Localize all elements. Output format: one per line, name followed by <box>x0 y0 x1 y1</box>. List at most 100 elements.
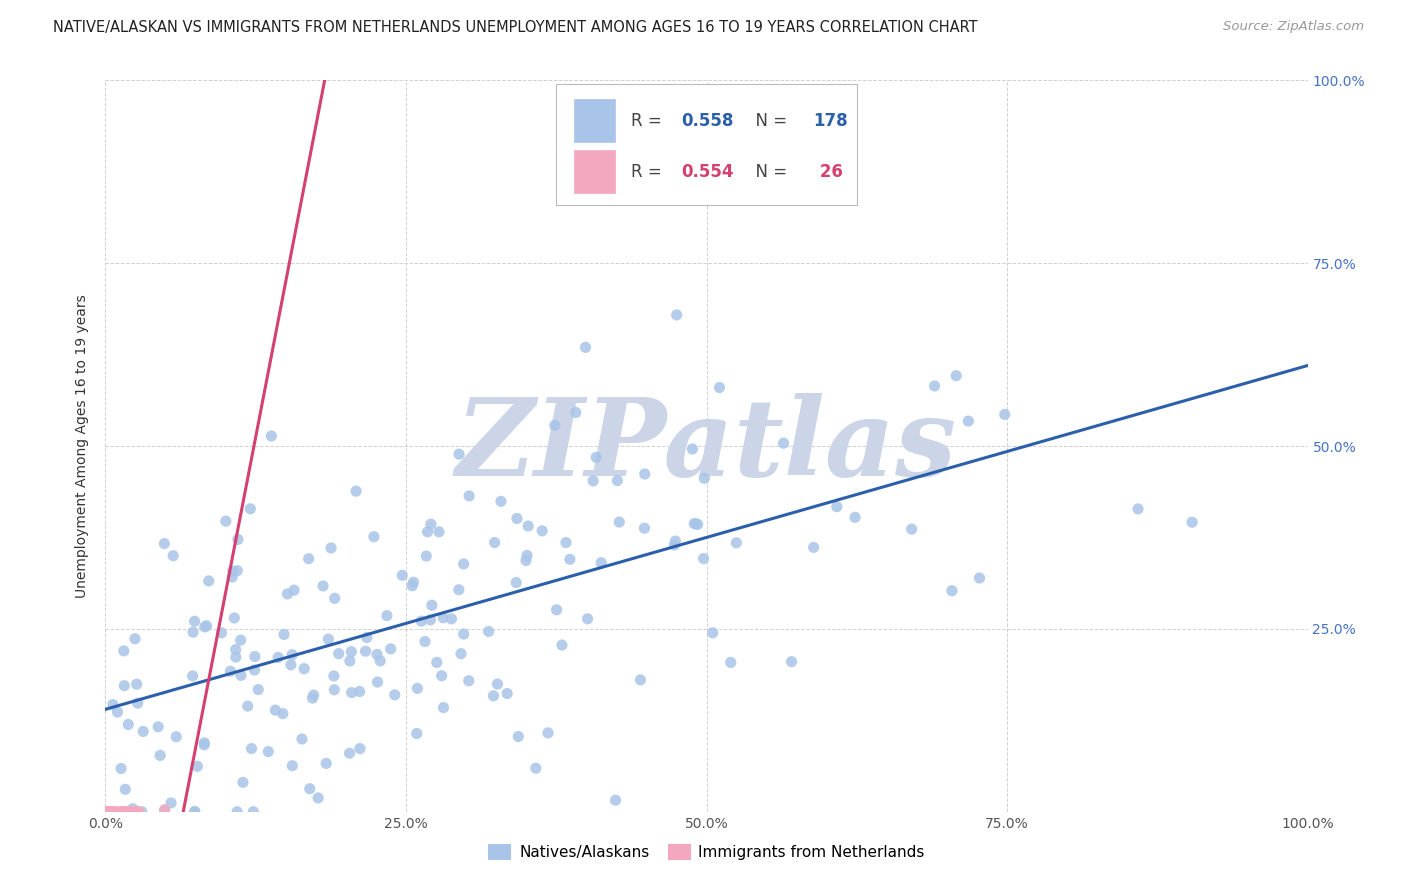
Point <box>165 730 187 744</box>
Point <box>267 650 290 665</box>
Point <box>110 805 132 819</box>
Point <box>298 551 321 566</box>
Point <box>160 796 183 810</box>
Point <box>110 762 132 776</box>
Point <box>574 340 596 354</box>
Point <box>301 691 323 706</box>
Point <box>236 699 259 714</box>
Point <box>344 484 367 499</box>
Point <box>725 535 748 549</box>
Point <box>803 541 825 555</box>
Text: 26: 26 <box>814 162 842 181</box>
Point <box>453 557 475 571</box>
Point <box>229 633 252 648</box>
Point <box>969 571 991 585</box>
Point <box>211 625 233 640</box>
Point <box>537 726 560 740</box>
Point <box>219 665 242 679</box>
Point <box>605 793 627 807</box>
Point <box>323 591 346 606</box>
Point <box>634 467 657 481</box>
Point <box>458 489 481 503</box>
Point <box>322 669 344 683</box>
Point <box>506 511 529 525</box>
Point <box>105 805 128 819</box>
Point <box>239 501 262 516</box>
Point <box>565 405 588 419</box>
Point <box>215 514 238 528</box>
Point <box>1181 515 1204 529</box>
FancyBboxPatch shape <box>557 84 856 204</box>
Point <box>665 308 688 322</box>
Point <box>127 805 149 819</box>
Point <box>546 603 568 617</box>
Point <box>384 688 406 702</box>
Point <box>112 679 135 693</box>
Point <box>298 781 321 796</box>
Point <box>193 736 215 750</box>
Point <box>515 553 537 567</box>
Point <box>224 611 246 625</box>
Point <box>184 805 207 819</box>
Point <box>709 380 731 394</box>
Point <box>101 805 124 819</box>
Point <box>406 681 429 696</box>
FancyBboxPatch shape <box>574 99 616 142</box>
Point <box>229 668 252 682</box>
Point <box>505 575 527 590</box>
Text: NATIVE/ALASKAN VS IMMIGRANTS FROM NETHERLANDS UNEMPLOYMENT AMONG AGES 16 TO 19 Y: NATIVE/ALASKAN VS IMMIGRANTS FROM NETHER… <box>53 20 979 35</box>
Point <box>101 805 124 819</box>
Point <box>957 414 980 428</box>
Point <box>402 575 425 590</box>
Point <box>411 614 433 628</box>
Point <box>257 745 280 759</box>
Point <box>153 803 176 817</box>
Point <box>607 515 630 529</box>
Text: N =: N = <box>745 112 793 129</box>
Point <box>349 741 371 756</box>
Point <box>162 549 184 563</box>
Point <box>450 647 472 661</box>
Point <box>693 471 716 485</box>
Point <box>181 669 204 683</box>
Point <box>120 805 142 819</box>
Point <box>340 645 363 659</box>
Point <box>405 726 427 740</box>
Point <box>576 612 599 626</box>
Point <box>486 677 509 691</box>
Point <box>225 650 247 665</box>
Point <box>153 804 176 818</box>
Point <box>780 655 803 669</box>
Point <box>264 703 287 717</box>
Point <box>391 568 413 582</box>
Point <box>307 791 329 805</box>
Point <box>478 624 501 639</box>
Point <box>489 494 512 508</box>
Point <box>447 582 470 597</box>
Point <box>225 642 247 657</box>
Point <box>413 634 436 648</box>
Point <box>281 648 304 662</box>
Point <box>702 625 724 640</box>
Point <box>524 761 547 775</box>
Point <box>127 696 149 710</box>
Point <box>101 805 124 819</box>
Point <box>121 802 143 816</box>
Point <box>517 519 540 533</box>
Point <box>94 805 117 819</box>
Point <box>356 631 378 645</box>
Text: R =: R = <box>631 162 666 181</box>
Point <box>945 368 967 383</box>
Point <box>117 717 139 731</box>
Point <box>825 500 848 514</box>
Point <box>232 775 254 789</box>
Point <box>720 656 742 670</box>
Point <box>692 551 714 566</box>
Point <box>924 379 946 393</box>
Point <box>124 632 146 646</box>
Point <box>120 805 142 819</box>
Point <box>226 564 249 578</box>
Point <box>683 516 706 531</box>
Point <box>380 641 402 656</box>
Point <box>181 625 204 640</box>
